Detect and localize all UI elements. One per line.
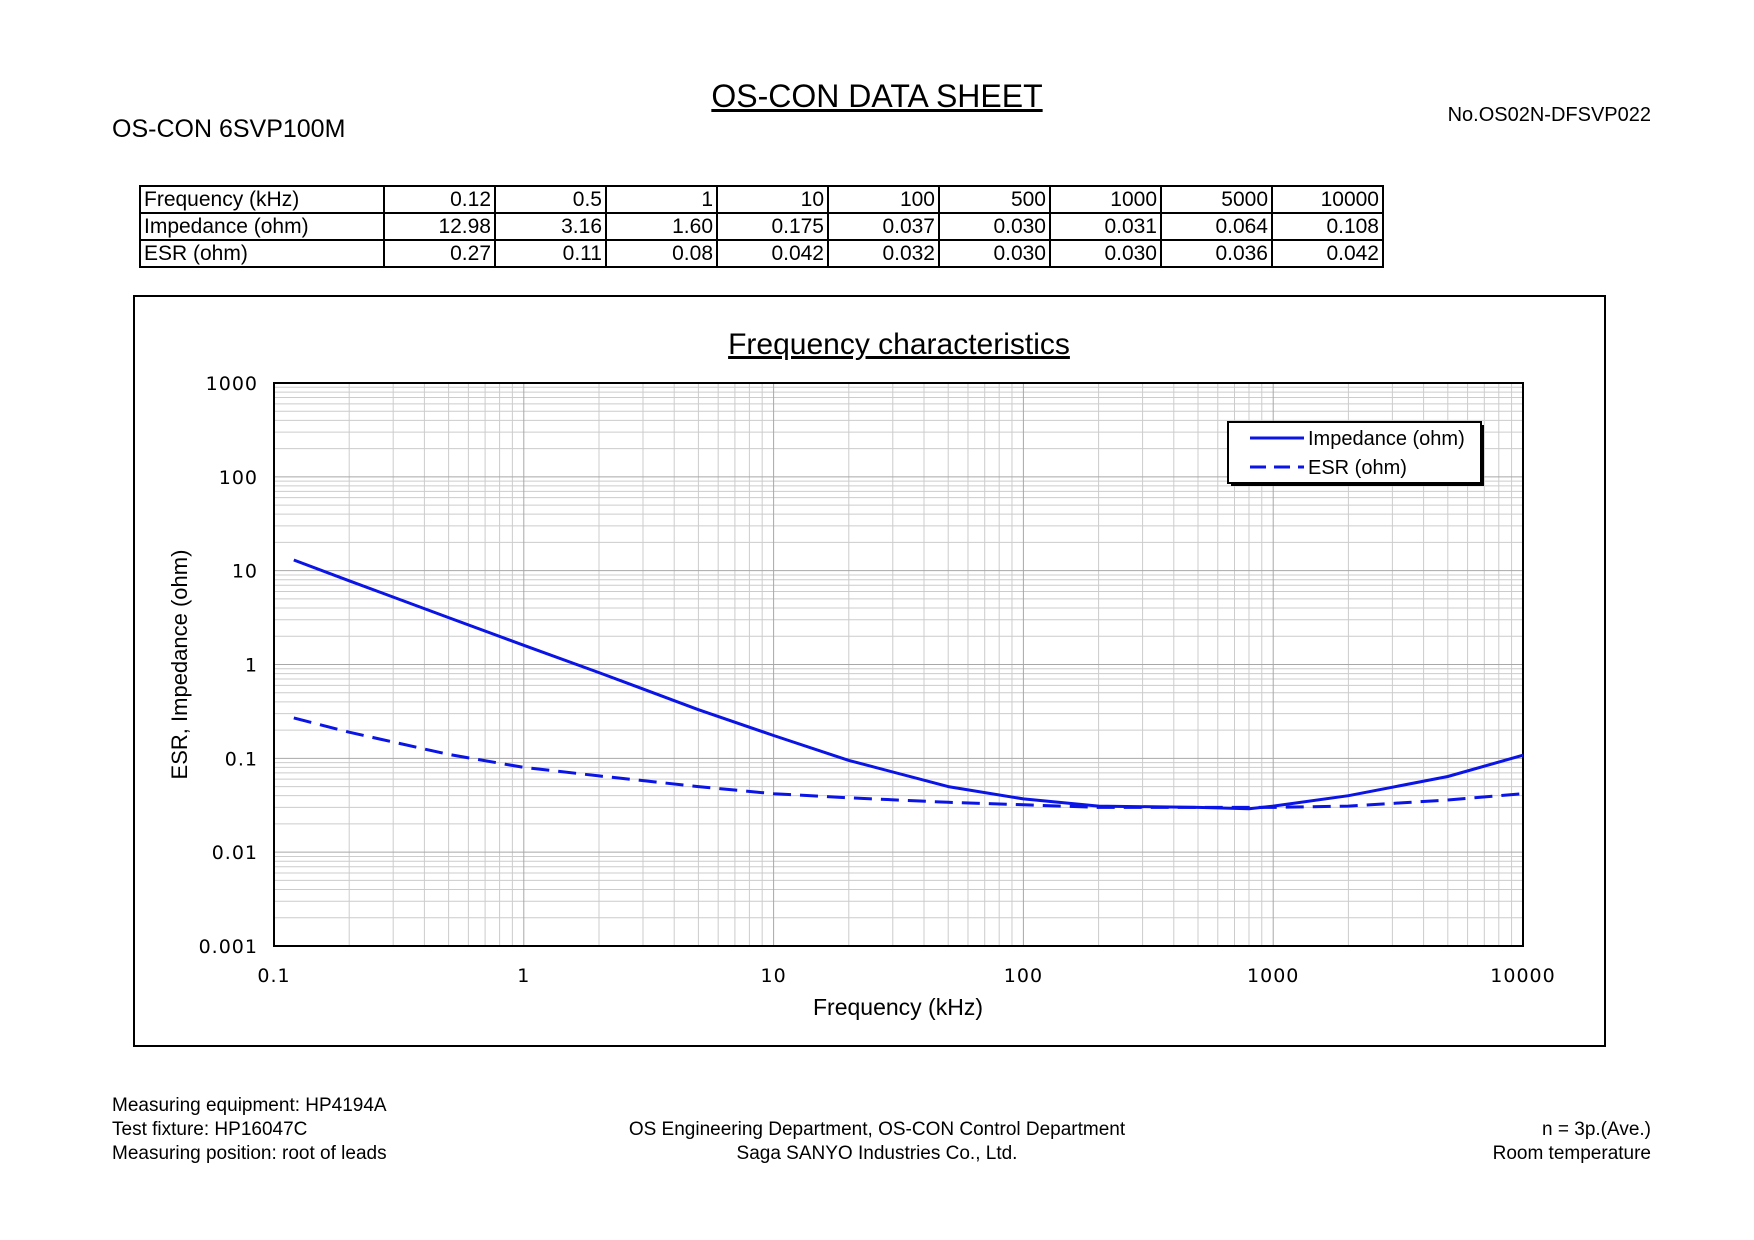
measurement-table: Frequency (kHz) 0.12 0.5 1 10 100 500 1000 5000 1… bbox=[139, 185, 1384, 268]
chart-title: Frequency characteristics bbox=[728, 328, 1070, 361]
table-cell: 0.108 bbox=[1271, 212, 1384, 241]
table-cell: 500 bbox=[938, 185, 1051, 214]
impedance-series-line bbox=[293, 558, 1524, 811]
footer-position-line: Measuring position: root of leads bbox=[112, 1143, 387, 1164]
x-tick-label: 1 bbox=[517, 965, 530, 987]
x-tick-label: 1000 bbox=[1247, 965, 1299, 987]
table-row-label: ESR (ohm) bbox=[139, 239, 385, 268]
legend-box bbox=[1227, 421, 1482, 484]
table-cell: 3.16 bbox=[494, 212, 607, 241]
y-tick-label: 0.01 bbox=[212, 842, 258, 864]
footer-company-line: Saga SANYO Industries Co., Ltd. bbox=[736, 1143, 1018, 1164]
table-row: Impedance (ohm) 12.98 3.16 1.60 0.175 0.037 0.… bbox=[139, 212, 1384, 241]
table-cell: 0.12 bbox=[383, 185, 496, 214]
x-axis-label: Frequency (kHz) bbox=[813, 994, 983, 1020]
table-row-label: Impedance (ohm) bbox=[139, 212, 385, 241]
table-cell: 10000 bbox=[1271, 185, 1384, 214]
footer-fixture-line: Test fixture: HP16047C bbox=[112, 1119, 308, 1140]
footer-temperature-line: Room temperature bbox=[1492, 1143, 1651, 1164]
footer-sample-line: n = 3p.(Ave.) bbox=[1542, 1119, 1651, 1140]
table-cell: 0.27 bbox=[383, 239, 496, 268]
table-cell: 0.037 bbox=[827, 212, 940, 241]
table-cell: 0.042 bbox=[1271, 239, 1384, 268]
table-cell: 0.031 bbox=[1049, 212, 1162, 241]
y-tick-label: 0.001 bbox=[199, 936, 258, 958]
footer-department-line: OS Engineering Department, OS-CON Contro… bbox=[628, 1119, 1126, 1140]
table-cell: 12.98 bbox=[383, 212, 496, 241]
chart-frame: 0.1 1 10 100 1000 10000 1000 100 10 1 0.1 0.01 0.001… bbox=[133, 295, 1606, 1047]
table-cell: 0.030 bbox=[938, 239, 1051, 268]
esr-series-line bbox=[293, 716, 1524, 809]
table-cell: 1 bbox=[605, 185, 718, 214]
y-tick-label: 0.1 bbox=[225, 748, 258, 770]
table-cell: 0.042 bbox=[716, 239, 829, 268]
table-cell: 1.60 bbox=[605, 212, 718, 241]
frequency-chart: 0.1 1 10 100 1000 10000 1000 100 10 1 0.1 0.01 0.001… bbox=[167, 328, 1555, 1020]
table-cell: 0.030 bbox=[1049, 239, 1162, 268]
table-cell: 0.030 bbox=[938, 212, 1051, 241]
y-tick-label: 1 bbox=[245, 655, 258, 677]
document-number: No.OS02N-DFSVP022 bbox=[1447, 104, 1651, 126]
table-cell: 0.11 bbox=[494, 239, 607, 268]
legend-label: Impedance (ohm) bbox=[1308, 428, 1465, 450]
table-cell: 0.064 bbox=[1160, 212, 1273, 241]
product-name: OS-CON 6SVP100M bbox=[112, 115, 346, 143]
x-tick-label: 10 bbox=[761, 965, 787, 987]
page-title: OS-CON DATA SHEET bbox=[711, 78, 1043, 114]
plot-area-border bbox=[273, 382, 1524, 947]
table-cell: 1000 bbox=[1049, 185, 1162, 214]
footer-department: OS Engineering Department, OS-CON Contro… bbox=[0, 1118, 1754, 1166]
table-cell: 0.036 bbox=[1160, 239, 1273, 268]
table-row: ESR (ohm) 0.27 0.11 0.08 0.042 0.032 0.030 0.03… bbox=[139, 239, 1384, 268]
table-cell: 10 bbox=[716, 185, 829, 214]
y-tick-label: 100 bbox=[219, 467, 258, 489]
table-cell: 0.5 bbox=[494, 185, 607, 214]
x-tick-label: 0.1 bbox=[257, 965, 290, 987]
table-row: Frequency (kHz) 0.12 0.5 1 10 100 500 1000 5000 1… bbox=[139, 185, 1384, 214]
table-cell: 5000 bbox=[1160, 185, 1273, 214]
table-cell: 0.08 bbox=[605, 239, 718, 268]
table-cell: 100 bbox=[827, 185, 940, 214]
x-tick-label: 10000 bbox=[1490, 965, 1555, 987]
y-axis-label: ESR, Impedance (ohm) bbox=[167, 550, 192, 780]
footer-equipment: Measuring equipment: HP4194A Test fixtur… bbox=[112, 1094, 387, 1166]
legend-label: ESR (ohm) bbox=[1308, 457, 1407, 479]
table-cell: 0.175 bbox=[716, 212, 829, 241]
footer-equipment-line: Measuring equipment: HP4194A bbox=[112, 1095, 387, 1116]
table-cell: 0.032 bbox=[827, 239, 940, 268]
x-tick-label: 100 bbox=[1004, 965, 1043, 987]
footer-conditions: n = 3p.(Ave.) Room temperature bbox=[1493, 1118, 1651, 1166]
y-tick-label: 10 bbox=[232, 561, 258, 583]
y-tick-label: 1000 bbox=[206, 373, 258, 395]
table-row-label: Frequency (kHz) bbox=[139, 185, 385, 214]
